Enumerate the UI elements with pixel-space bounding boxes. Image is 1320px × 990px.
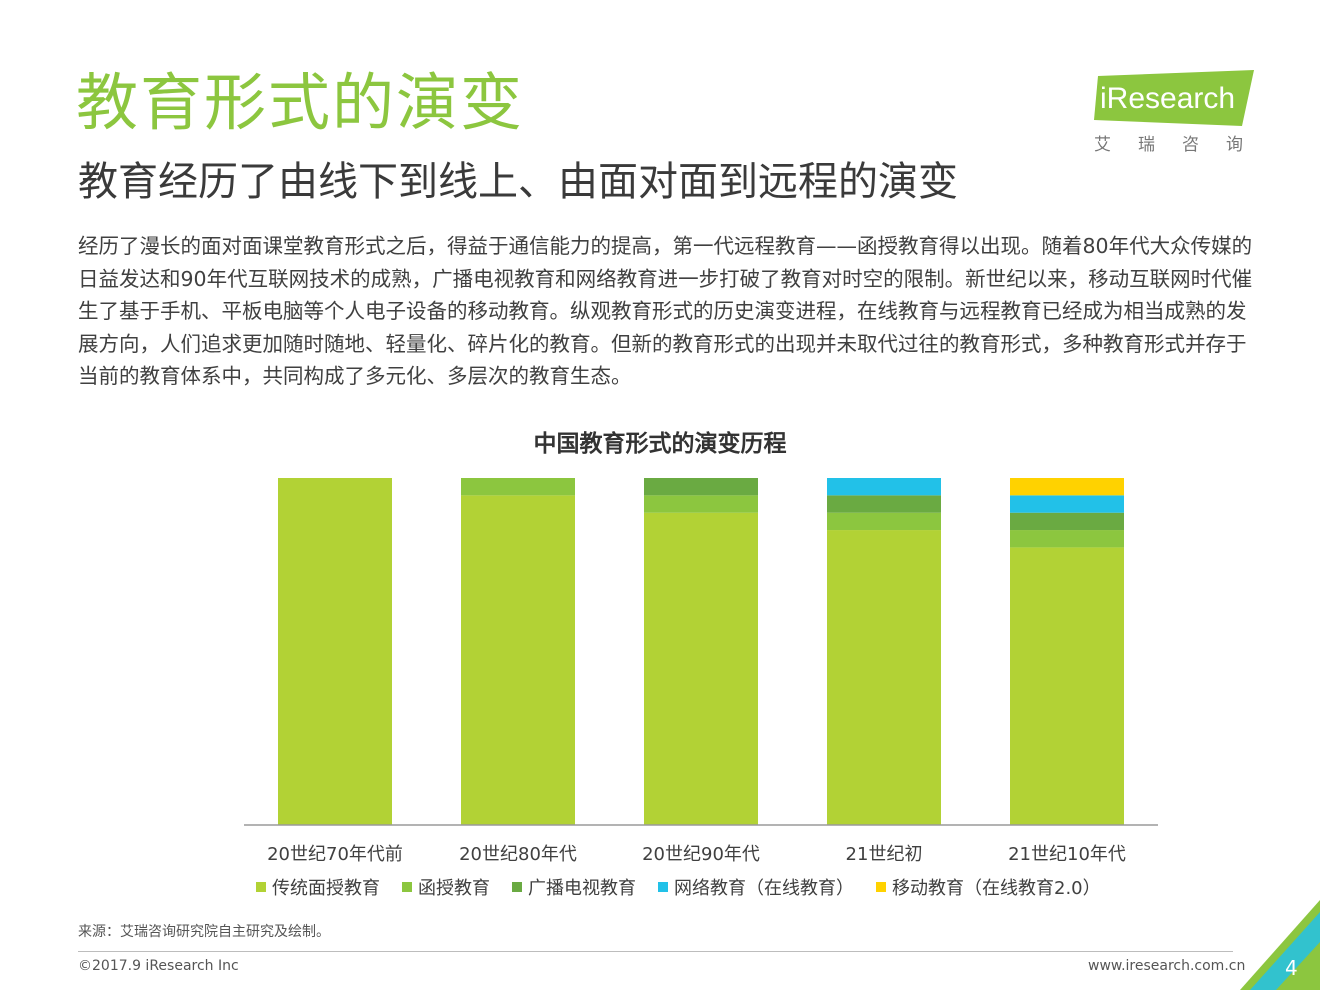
bars-group xyxy=(278,478,1124,825)
x-tick-label: 21世纪10年代 xyxy=(1008,844,1126,865)
legend-swatch xyxy=(876,882,886,892)
legend-swatch xyxy=(256,882,266,892)
legend-item: 函授教育 xyxy=(402,874,490,900)
bar-segment-4-1 xyxy=(1010,530,1124,548)
legend-swatch xyxy=(658,882,668,892)
legend-label: 传统面授教育 xyxy=(272,878,380,899)
x-tick-label: 20世纪90年代 xyxy=(642,844,760,865)
bar-segment-1-1 xyxy=(461,478,575,496)
copyright-text: ©2017.9 iResearch Inc xyxy=(78,958,239,974)
legend-swatch xyxy=(402,882,412,892)
page-title: 教育形式的演变 xyxy=(76,66,525,139)
logo-text: iResearch xyxy=(1100,82,1235,115)
source-note: 来源：艾瑞咨询研究院自主研究及绘制。 xyxy=(78,924,330,940)
bar-segment-2-2 xyxy=(644,478,758,496)
logo-cn-text: 艾瑞咨询 xyxy=(1094,135,1270,155)
page-number: 4 xyxy=(1285,956,1298,980)
bar-segment-4-4 xyxy=(1010,478,1124,496)
x-tick-label: 21世纪初 xyxy=(846,844,923,865)
bar-segment-4-3 xyxy=(1010,495,1124,513)
bar-segment-4-0 xyxy=(1010,547,1124,825)
chart-legend: 传统面授教育 函授教育 广播电视教育 网络教育（在线教育） 移动教育（在线教育2.0） xyxy=(256,874,1123,900)
footer-divider xyxy=(78,951,1233,952)
bar-segment-2-0 xyxy=(644,512,758,825)
legend-label: 广播电视教育 xyxy=(528,878,636,899)
bar-segment-0-0 xyxy=(278,478,392,825)
legend-item: 网络教育（在线教育） xyxy=(658,874,854,900)
bar-segment-2-1 xyxy=(644,495,758,513)
x-tick-labels: 20世纪70年代前 20世纪80年代 20世纪90年代 21世纪初 21世纪10年代 xyxy=(267,844,1126,865)
bar-segment-4-2 xyxy=(1010,512,1124,531)
intro-paragraph: 经历了漫长的面对面课堂教育形式之后，得益于通信能力的提高，第一代远程教育——函授… xyxy=(78,234,1253,388)
bar-segment-3-3 xyxy=(827,478,941,496)
legend-label: 网络教育（在线教育） xyxy=(674,878,854,899)
page-subtitle: 教育经历了由线下到线上、由面对面到远程的演变 xyxy=(78,159,958,205)
website-link[interactable]: www.iresearch.com.cn xyxy=(1088,958,1246,974)
chart-title: 中国教育形式的演变历程 xyxy=(533,431,787,457)
bar-segment-3-1 xyxy=(827,512,941,531)
legend-item: 传统面授教育 xyxy=(256,874,380,900)
bar-segment-3-2 xyxy=(827,495,941,513)
x-tick-label: 20世纪80年代 xyxy=(459,844,577,865)
bar-segment-1-0 xyxy=(461,495,575,825)
legend-label: 移动教育（在线教育2.0） xyxy=(892,878,1101,899)
legend-label: 函授教育 xyxy=(418,878,490,899)
legend-item: 移动教育（在线教育2.0） xyxy=(876,874,1101,900)
bar-segment-3-0 xyxy=(827,530,941,825)
x-tick-label: 20世纪70年代前 xyxy=(267,844,403,865)
legend-item: 广播电视教育 xyxy=(512,874,636,900)
legend-swatch xyxy=(512,882,522,892)
corner-decoration xyxy=(1240,900,1320,990)
iresearch-logo: iResearch xyxy=(1094,70,1254,126)
